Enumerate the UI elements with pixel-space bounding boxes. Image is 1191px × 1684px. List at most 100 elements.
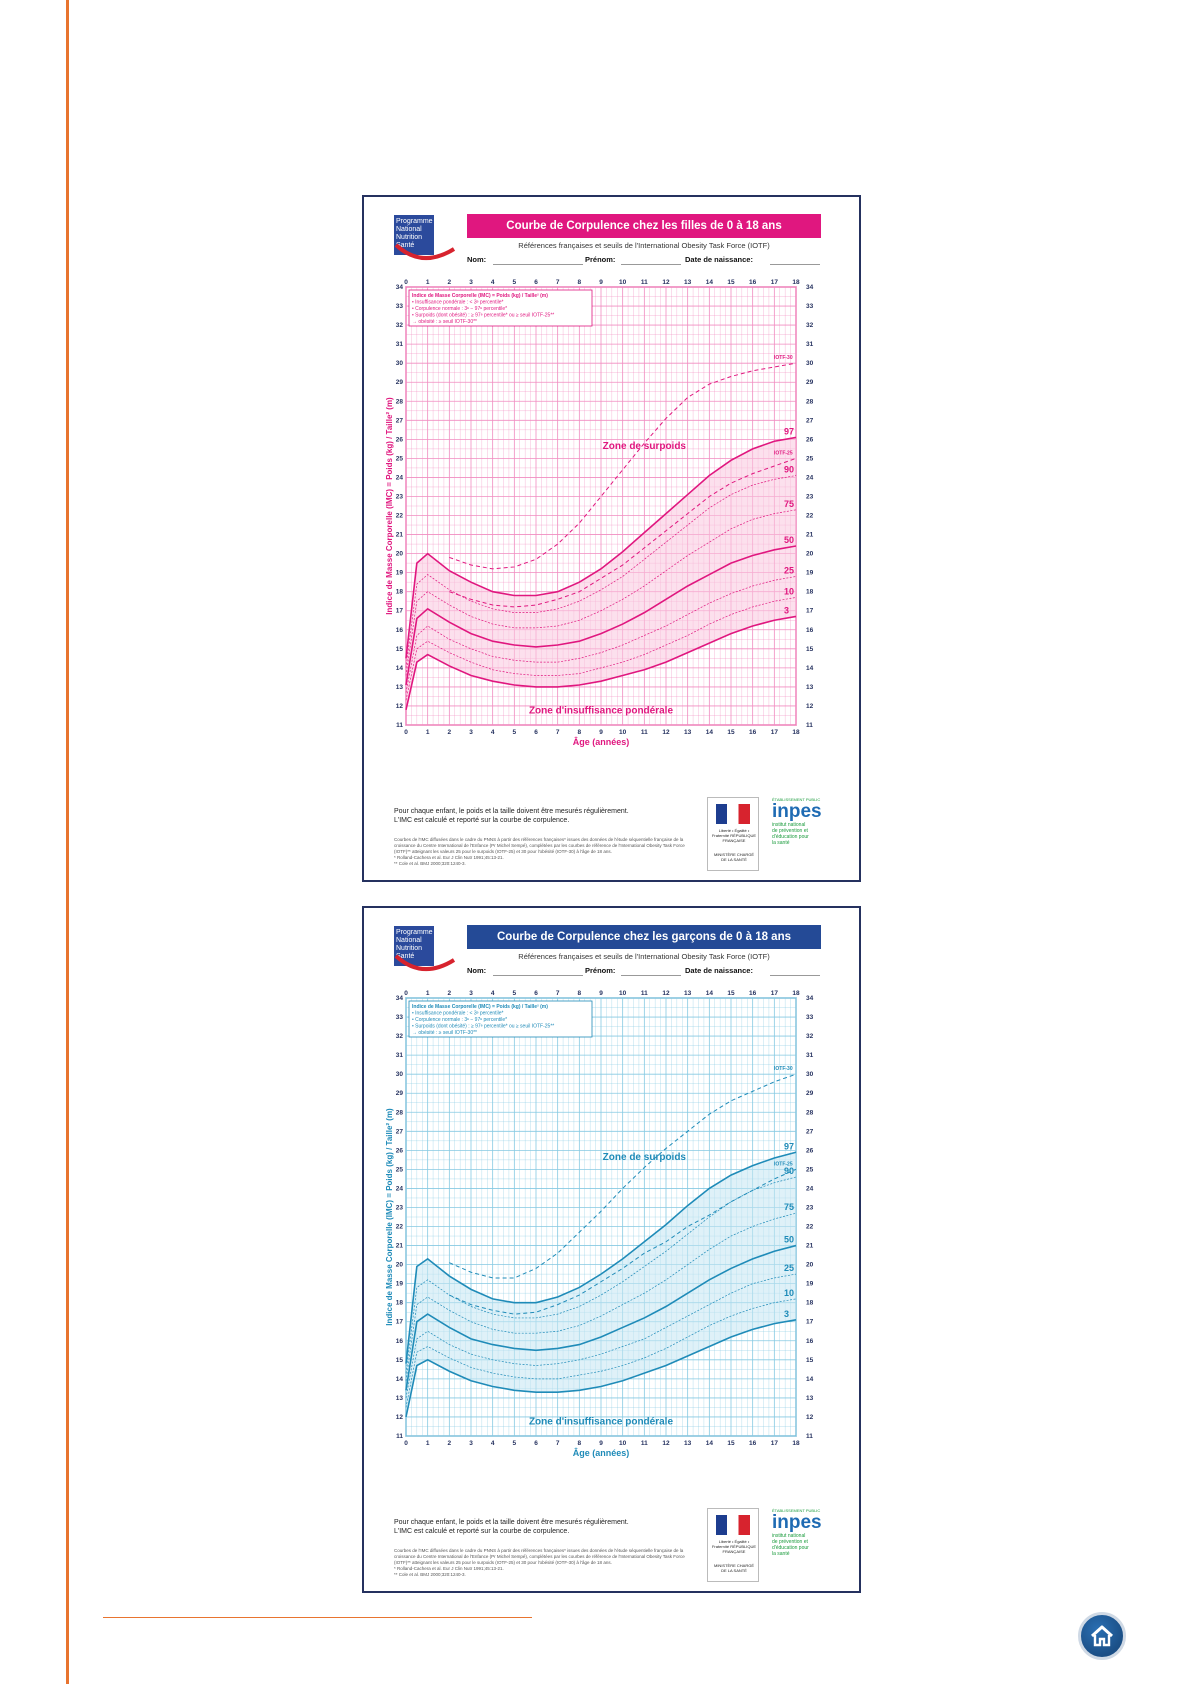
x-tick-label: 18 xyxy=(792,1440,800,1447)
series-label-97: 97 xyxy=(784,426,794,436)
field-naissance-line[interactable] xyxy=(770,975,820,976)
series-line-97 xyxy=(405,436,797,659)
x-tick-label: 3 xyxy=(469,1440,473,1447)
x-tick-label-top: 9 xyxy=(599,279,603,286)
y-tick-label-right: 12 xyxy=(806,703,814,710)
field-nom-label: Nom: xyxy=(467,255,487,264)
x-tick-label-top: 6 xyxy=(534,990,538,997)
x-tick-label: 11 xyxy=(641,1440,648,1447)
series-label-97: 97 xyxy=(784,1141,794,1151)
x-tick-label-top: 8 xyxy=(578,279,582,286)
chart-title: Courbe de Corpulence chez les garçons de… xyxy=(467,925,821,949)
bmi-plot-girls: 3102550759097IOTF-25IOTF-300011223344556… xyxy=(385,279,814,747)
x-tick-label-top: 6 xyxy=(534,279,538,286)
x-tick-label-top: 18 xyxy=(792,279,800,286)
y-axis-title: Indice de Masse Corporelle (IMC) = Poids… xyxy=(385,397,394,615)
field-naissance-label: Date de naissance: xyxy=(685,255,753,264)
zone-insuffisance-label: Zone d'insuffisance pondérale xyxy=(529,706,674,717)
y-tick-label: 25 xyxy=(396,455,404,462)
patient-fields: Nom: Prénom: Date de naissance: xyxy=(467,255,821,269)
y-tick-label: 20 xyxy=(396,551,404,558)
y-tick-label: 12 xyxy=(396,1414,404,1421)
y-tick-label: 31 xyxy=(396,1052,404,1059)
y-tick-label: 28 xyxy=(396,1109,404,1116)
x-tick-label-top: 14 xyxy=(706,279,714,286)
x-tick-label-top: 4 xyxy=(491,279,495,286)
legend-line: • Corpulence normale : 3ᵉ − 97ᵉ percenti… xyxy=(412,306,507,312)
y-tick-label-right: 24 xyxy=(806,474,814,481)
field-prenom-line[interactable] xyxy=(621,975,681,976)
x-tick-label: 7 xyxy=(556,1440,560,1447)
field-prenom-label: Prénom: xyxy=(585,255,616,264)
legend-line: Indice de Masse Corporelle (IMC) = Poids… xyxy=(412,293,548,299)
x-tick-label: 10 xyxy=(619,729,627,736)
y-tick-label: 18 xyxy=(396,1300,404,1307)
y-tick-label-right: 21 xyxy=(806,532,814,539)
x-tick-label-top: 2 xyxy=(448,990,452,997)
series-label-90: 90 xyxy=(784,1166,794,1176)
y-tick-label-right: 34 xyxy=(806,284,814,291)
series-line-50 xyxy=(405,1244,797,1391)
y-tick-label: 24 xyxy=(396,474,404,481)
x-tick-label-top: 14 xyxy=(706,990,714,997)
chart-sheet-girls: Programme National Nutrition Santé Courbe … xyxy=(362,195,861,882)
series-line-iotf-30 xyxy=(449,362,797,570)
series-line-iotf-30 xyxy=(449,1073,797,1279)
chart-references: Courbes de l'IMC diffusées dans le cadre… xyxy=(394,837,685,866)
y-tick-label: 13 xyxy=(396,684,404,691)
y-tick-label-right: 32 xyxy=(806,322,814,329)
y-tick-label-right: 23 xyxy=(806,493,814,500)
x-tick-label: 13 xyxy=(684,1440,692,1447)
y-tick-label-right: 28 xyxy=(806,398,814,405)
x-tick-label-top: 7 xyxy=(556,990,560,997)
y-tick-label-right: 28 xyxy=(806,1109,814,1116)
y-tick-label-right: 21 xyxy=(806,1243,814,1250)
y-tick-label: 15 xyxy=(396,1357,404,1364)
x-tick-label-top: 15 xyxy=(727,990,735,997)
y-tick-label: 29 xyxy=(396,1090,404,1097)
y-tick-label: 29 xyxy=(396,379,404,386)
y-tick-label: 34 xyxy=(396,284,404,291)
y-tick-label-right: 19 xyxy=(806,570,814,577)
x-tick-label: 17 xyxy=(771,729,779,736)
series-label-iotf-25: IOTF-25 xyxy=(774,450,793,456)
x-tick-label: 12 xyxy=(662,729,670,736)
y-tick-label-right: 14 xyxy=(806,1376,814,1383)
y-tick-label-right: 29 xyxy=(806,1090,814,1097)
x-tick-label-top: 12 xyxy=(662,990,670,997)
x-tick-label: 0 xyxy=(404,1440,408,1447)
series-line-iotf-25 xyxy=(449,457,797,608)
chart-subtitle: Références françaises et seuils de l'Int… xyxy=(518,241,770,250)
field-nom-line[interactable] xyxy=(493,975,583,976)
x-tick-label-top: 12 xyxy=(662,279,670,286)
y-tick-label: 30 xyxy=(396,1071,404,1078)
y-tick-label-right: 25 xyxy=(806,455,814,462)
home-button[interactable] xyxy=(1078,1612,1126,1660)
series-line-75 xyxy=(405,509,797,676)
y-tick-label: 13 xyxy=(396,1395,404,1402)
series-line-75 xyxy=(405,1212,797,1381)
series-label-3: 3 xyxy=(784,605,789,615)
y-tick-label-right: 14 xyxy=(806,665,814,672)
definition-legend: Indice de Masse Corporelle (IMC) = Poids… xyxy=(408,289,593,327)
field-nom-line[interactable] xyxy=(493,264,583,265)
x-tick-label: 0 xyxy=(404,729,408,736)
y-tick-label: 27 xyxy=(396,1128,404,1135)
series-label-iotf-30: IOTF-30 xyxy=(774,1066,793,1072)
x-tick-label-top: 8 xyxy=(578,990,582,997)
y-tick-label-right: 27 xyxy=(806,417,814,424)
y-tick-label: 19 xyxy=(396,570,404,577)
series-label-25: 25 xyxy=(784,1263,794,1273)
y-tick-label-right: 17 xyxy=(806,1319,814,1326)
zone-insuffisance-label: Zone d'insuffisance pondérale xyxy=(529,1417,674,1428)
y-tick-label-right: 30 xyxy=(806,1071,814,1078)
x-tick-label-top: 5 xyxy=(513,279,517,286)
field-naissance-line[interactable] xyxy=(770,264,820,265)
y-tick-label: 33 xyxy=(396,1014,404,1021)
x-tick-label-top: 16 xyxy=(749,279,757,286)
series-label-50: 50 xyxy=(784,535,794,545)
legend-line: • Surpoids (dont obésité) : ≥ 97ᵉ percen… xyxy=(412,1024,554,1030)
chart-subtitle: Références françaises et seuils de l'Int… xyxy=(518,952,770,961)
x-tick-label: 9 xyxy=(599,1440,603,1447)
field-prenom-line[interactable] xyxy=(621,264,681,265)
